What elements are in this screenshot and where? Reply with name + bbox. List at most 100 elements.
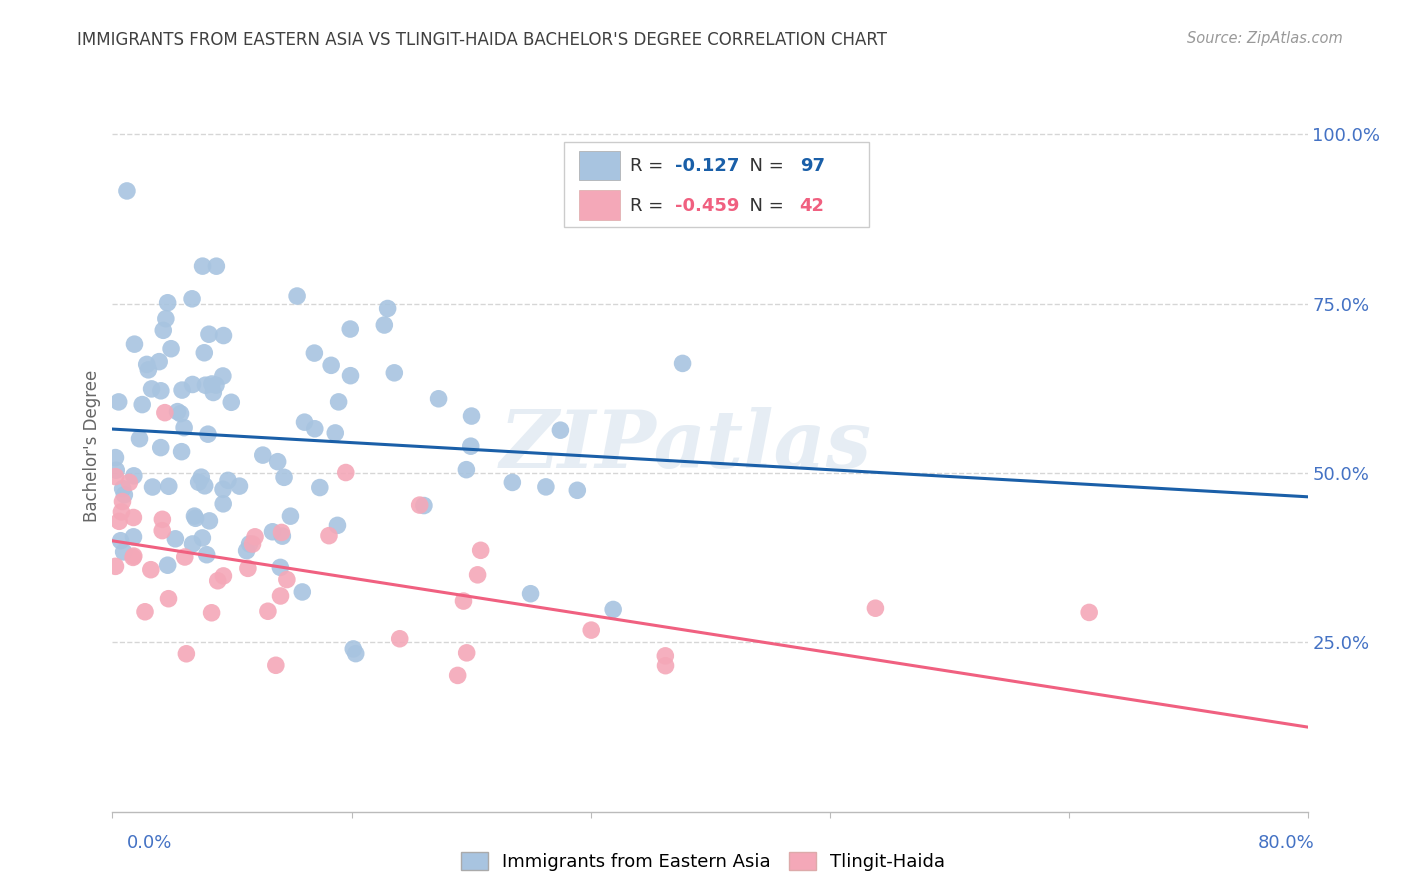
Text: -0.459: -0.459: [675, 197, 740, 215]
Point: [148, 354, 170, 368]
Point: [212, 569, 235, 583]
Point: [157, 479, 180, 493]
Text: N =: N =: [738, 157, 789, 175]
Point: [104, 450, 127, 465]
Point: [166, 404, 188, 418]
Point: [373, 318, 395, 332]
Point: [228, 479, 250, 493]
Point: [105, 463, 128, 477]
Point: [141, 480, 163, 494]
Point: [198, 327, 221, 342]
Point: [408, 498, 430, 512]
Point: [456, 646, 478, 660]
Point: [181, 377, 204, 392]
Point: [173, 420, 195, 434]
Point: [169, 407, 191, 421]
Point: [122, 549, 145, 563]
Point: [191, 531, 214, 545]
Point: [165, 532, 187, 546]
Point: [519, 587, 541, 601]
Bar: [579, 151, 620, 180]
Point: [110, 533, 132, 548]
Point: [1078, 606, 1101, 620]
Point: [212, 369, 235, 384]
Point: [217, 474, 239, 488]
Point: [155, 311, 177, 326]
Point: [124, 337, 146, 351]
Point: [115, 184, 138, 198]
Point: [326, 518, 349, 533]
Bar: [579, 190, 620, 219]
Point: [173, 549, 195, 564]
Point: [152, 323, 174, 337]
Point: [198, 514, 221, 528]
Point: [212, 497, 235, 511]
Point: [654, 658, 676, 673]
Point: [567, 483, 589, 498]
Point: [181, 537, 204, 551]
Point: [112, 488, 135, 502]
Point: [266, 455, 288, 469]
Point: [377, 301, 399, 316]
Point: [200, 606, 222, 620]
Point: [193, 345, 215, 359]
Point: [150, 524, 173, 538]
Point: [388, 632, 411, 646]
Point: [122, 530, 145, 544]
Point: [153, 406, 176, 420]
Point: [294, 415, 316, 429]
Point: [207, 574, 229, 588]
Text: 0.0%: 0.0%: [127, 834, 172, 852]
Text: 97: 97: [800, 157, 825, 175]
Point: [112, 545, 135, 559]
Point: [212, 483, 235, 497]
Point: [318, 529, 340, 543]
Point: [160, 342, 183, 356]
Point: [550, 423, 572, 437]
Point: [269, 560, 291, 574]
Point: [534, 480, 557, 494]
Point: [149, 384, 172, 398]
Text: ZIPatlas: ZIPatlas: [501, 408, 872, 484]
Text: 42: 42: [800, 197, 825, 215]
Text: R =: R =: [630, 157, 669, 175]
Point: [108, 514, 131, 528]
Text: N =: N =: [738, 197, 789, 215]
Point: [201, 376, 224, 391]
Point: [308, 481, 330, 495]
Point: [321, 359, 343, 373]
Point: [104, 559, 127, 574]
Text: -0.127: -0.127: [675, 157, 740, 175]
Point: [212, 328, 235, 343]
Point: [134, 605, 156, 619]
Point: [139, 563, 162, 577]
Point: [122, 550, 145, 565]
Point: [339, 322, 361, 336]
Point: [118, 475, 141, 490]
Point: [219, 395, 242, 409]
Point: [156, 558, 179, 573]
Point: [190, 470, 212, 484]
Point: [304, 346, 326, 360]
Point: [460, 409, 482, 423]
Point: [191, 259, 214, 273]
Point: [501, 475, 523, 490]
Point: [270, 525, 292, 540]
Point: [194, 479, 217, 493]
Point: [183, 509, 205, 524]
Point: [202, 385, 225, 400]
Point: [176, 647, 198, 661]
Point: [110, 505, 132, 519]
Point: [194, 378, 217, 392]
Point: [262, 524, 284, 539]
Point: [242, 537, 264, 551]
Point: [335, 466, 357, 480]
Point: [138, 363, 160, 377]
Point: [413, 499, 436, 513]
Point: [382, 366, 405, 380]
Point: [467, 567, 489, 582]
Bar: [564, 143, 869, 227]
Point: [581, 623, 603, 637]
Point: [156, 295, 179, 310]
Point: [339, 368, 361, 383]
